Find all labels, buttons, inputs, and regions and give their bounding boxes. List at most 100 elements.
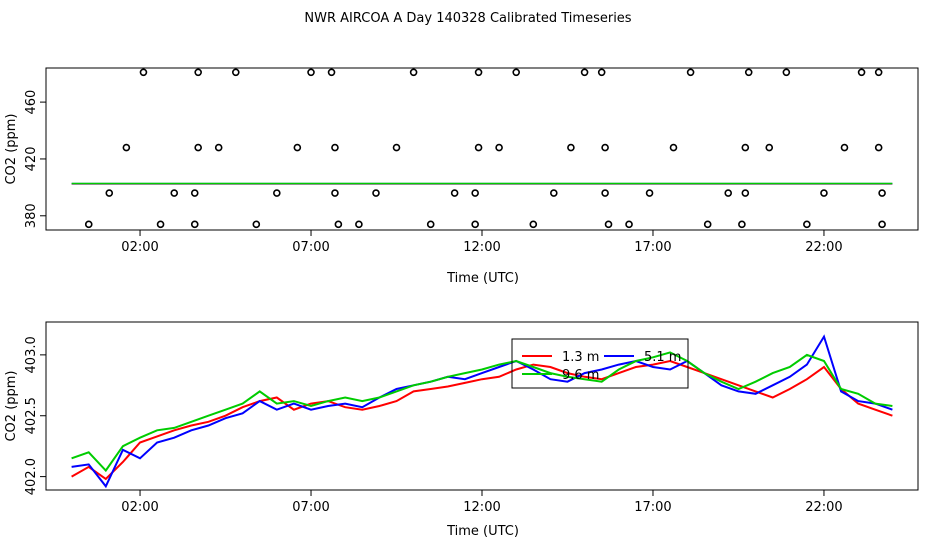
legend-label-2: 5.1 m <box>644 350 681 365</box>
scatter-point <box>194 143 202 152</box>
scatter-point <box>741 189 750 197</box>
x-tick-label: 07:00 <box>292 500 329 515</box>
x-tick-label: 02:00 <box>121 500 158 515</box>
scatter-point <box>474 68 483 77</box>
scatter-point <box>334 220 343 229</box>
scatter-point <box>122 143 131 152</box>
y-tick-label: 380 <box>24 203 39 228</box>
scatter-point <box>355 220 363 229</box>
scatter-point <box>105 189 114 197</box>
scatter-point <box>495 143 503 152</box>
series-line-1-3-m <box>71 359 893 481</box>
top-scatter-points <box>84 68 886 229</box>
scatter-point <box>669 143 678 152</box>
scatter-point <box>529 220 538 229</box>
scatter-point <box>512 68 520 77</box>
top-x-axis: 02:00 07:00 12:00 17:00 22:00 <box>121 229 843 255</box>
scatter-point <box>409 68 418 77</box>
bottom-y-axis-label: CO2 (ppm) <box>4 370 19 441</box>
top-panel: 02:00 07:00 12:00 17:00 22:00 380 420 460 Time… <box>4 67 919 286</box>
scatter-point <box>392 143 401 152</box>
scatter-point <box>744 68 753 77</box>
scatter-point <box>686 68 695 77</box>
bottom-plot-frame <box>45 321 919 491</box>
scatter-point <box>820 189 828 197</box>
scatter-point <box>874 143 883 152</box>
scatter-point <box>741 143 750 152</box>
scatter-point <box>426 220 435 229</box>
scatter-point <box>782 68 791 77</box>
scatter-point <box>567 143 575 152</box>
top-y-axis-label: CO2 (ppm) <box>4 113 19 184</box>
legend-box <box>511 338 689 389</box>
series-line-9-6-m <box>71 351 893 473</box>
scatter-point <box>724 189 733 197</box>
scatter-point <box>878 189 886 197</box>
scatter-point <box>331 189 339 197</box>
scatter-point <box>703 220 712 229</box>
legend-label-3: 9.6 m <box>562 368 599 383</box>
scatter-point <box>471 189 479 197</box>
scatter-point <box>156 220 165 229</box>
x-tick-label: 17:00 <box>634 500 671 515</box>
scatter-point <box>307 68 315 77</box>
x-tick-label: 17:00 <box>634 240 671 255</box>
scatter-point <box>550 189 558 197</box>
y-tick-label: 403.0 <box>24 336 39 373</box>
scatter-point <box>601 143 609 152</box>
series-line-5-1-m <box>71 334 893 489</box>
top-y-axis: 380 420 460 <box>24 90 47 228</box>
scatter-point <box>874 68 883 77</box>
scatter-point <box>471 220 479 229</box>
y-tick-label: 420 <box>24 147 39 172</box>
top-x-axis-label: Time (UTC) <box>446 271 519 286</box>
scatter-point <box>327 68 336 77</box>
scatter-point <box>293 143 302 152</box>
scatter-point <box>273 189 281 197</box>
legend-label-1: 1.3 m <box>562 350 599 365</box>
figure-title: NWR AIRCOA A Day 140328 Calibrated Times… <box>304 11 631 26</box>
x-tick-label: 22:00 <box>805 240 842 255</box>
x-tick-label: 02:00 <box>121 240 158 255</box>
scatter-point <box>139 68 148 77</box>
scatter-point <box>625 220 633 229</box>
scatter-point <box>878 220 886 229</box>
scatter-point <box>645 189 654 197</box>
x-tick-label: 07:00 <box>292 240 329 255</box>
scatter-point <box>190 220 199 229</box>
scatter-point <box>252 220 261 229</box>
bottom-series-lines <box>71 334 893 489</box>
scatter-point <box>190 189 199 197</box>
y-tick-label: 402.5 <box>24 397 39 434</box>
x-tick-label: 12:00 <box>463 500 500 515</box>
scatter-point <box>738 220 746 229</box>
scatter-point <box>474 143 483 152</box>
scatter-point <box>580 68 589 77</box>
y-tick-label: 460 <box>24 90 39 115</box>
bottom-y-axis: 402.0 402.5 403.0 <box>24 336 47 495</box>
scatter-point <box>84 220 93 229</box>
scatter-point <box>604 220 613 229</box>
scatter-point <box>765 143 774 152</box>
scatter-point <box>194 68 202 77</box>
scatter-point <box>597 68 606 77</box>
y-tick-label: 402.0 <box>24 458 39 495</box>
x-tick-label: 22:00 <box>805 500 842 515</box>
scatter-point <box>450 189 459 197</box>
scatter-point <box>803 220 811 229</box>
bottom-x-axis-label: Time (UTC) <box>446 524 519 539</box>
scatter-point <box>214 143 223 152</box>
scatter-point <box>231 68 240 77</box>
bottom-x-axis: 02:00 07:00 12:00 17:00 22:00 <box>121 489 843 515</box>
scatter-point <box>857 68 866 77</box>
legend: 1.3 m 5.1 m 9.6 m <box>511 338 689 389</box>
scatter-point <box>331 143 339 152</box>
scatter-point <box>170 189 179 197</box>
x-tick-label: 12:00 <box>463 240 500 255</box>
scatter-point <box>840 143 849 152</box>
scatter-point <box>601 189 609 197</box>
bottom-panel: 02:00 07:00 12:00 17:00 22:00 402.0 402.5 403.… <box>4 321 919 539</box>
scatter-point <box>372 189 380 197</box>
